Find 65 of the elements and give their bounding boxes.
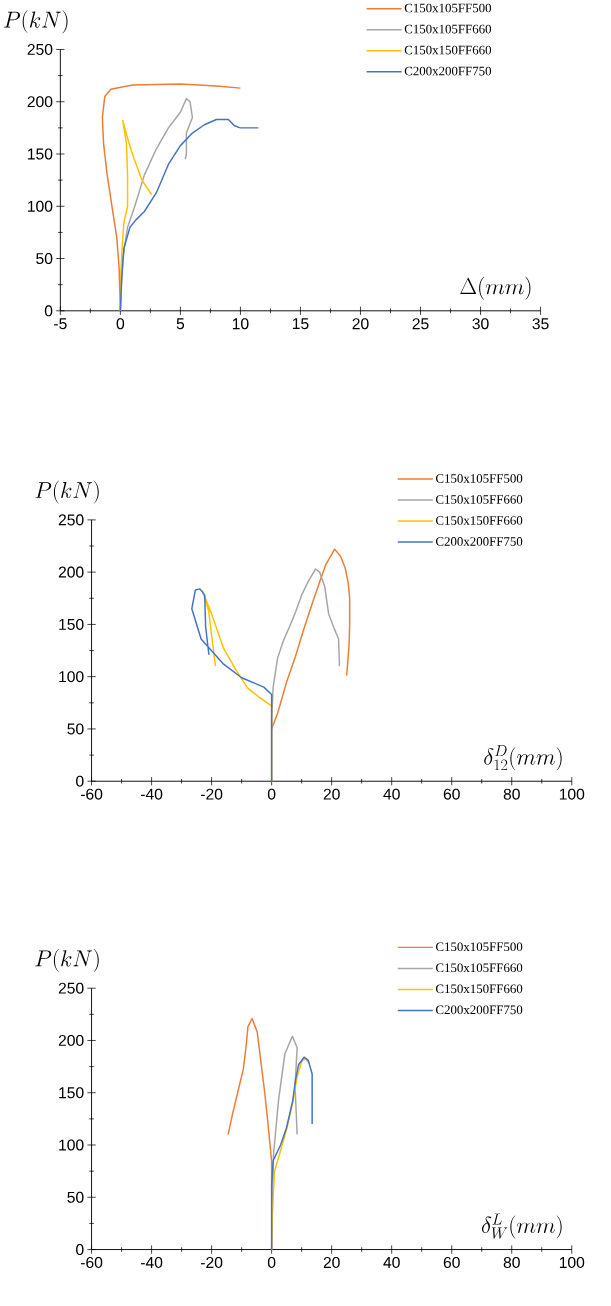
y-tick-label: 100 (59, 671, 84, 683)
y-axis-title: $P(kN)$ (35, 949, 99, 972)
x-tick-label: 100 (559, 1256, 584, 1269)
y-tick-label: 0 (75, 775, 84, 787)
legend-label: C200x200FF750 (435, 537, 523, 546)
y-tick-label: 200 (27, 96, 53, 108)
x-tick-label: -40 (140, 1256, 163, 1269)
y-tick-label: 50 (67, 723, 84, 735)
x-tick-label: 20 (323, 788, 340, 800)
y-tick-label: 150 (59, 1087, 84, 1099)
y-tick-label: 50 (35, 253, 53, 265)
legend-label: C150x150FF660 (435, 516, 523, 525)
x-tick-label: 0 (116, 318, 124, 330)
x-tick-label: 60 (443, 1256, 460, 1269)
x-tick-label: 15 (292, 318, 309, 330)
x-tick-label: -20 (200, 788, 223, 800)
x-tick-label: 80 (503, 1256, 520, 1269)
x-tick-label: 60 (443, 788, 460, 800)
y-tick-label: 100 (27, 200, 53, 212)
legend-label: C150x105FF660 (404, 24, 491, 34)
y-tick-label: 200 (58, 566, 84, 578)
x-tick-label: 40 (383, 1256, 400, 1269)
y-axis-title: $P(kN)$ (35, 480, 99, 504)
legend-label: C150x105FF660 (435, 495, 523, 504)
x-tick-label: 20 (352, 318, 369, 330)
legend-label: C150x105FF500 (435, 942, 523, 952)
x-tick-label: 5 (176, 318, 184, 330)
y-tick-label: 250 (27, 43, 53, 55)
x-tick-label: 25 (412, 318, 429, 330)
legend-label: C150x105FF500 (404, 3, 491, 13)
x-tick-label: 35 (532, 318, 549, 330)
x-tick-label: 10 (232, 318, 249, 330)
y-tick-label: 0 (44, 305, 53, 317)
y-tick-label: 150 (27, 148, 53, 160)
x-tick-label: 40 (383, 788, 400, 800)
x-tick-label: 30 (472, 318, 489, 330)
x-tick-label: 80 (503, 788, 520, 800)
x-tick-label: -60 (80, 788, 103, 800)
x-axis-title: $\Delta(mm)$ (460, 276, 531, 300)
x-tick-label: 20 (323, 1256, 340, 1269)
y-tick-label: 250 (58, 982, 84, 994)
legend-label: C150x105FF660 (435, 963, 523, 973)
x-tick-label: -60 (80, 1256, 103, 1269)
y-tick-label: 250 (58, 514, 84, 526)
y-tick-label: 50 (67, 1191, 84, 1203)
y-tick-label: 200 (58, 1034, 84, 1047)
line-series (270, 548, 351, 730)
line-series (119, 118, 259, 312)
legend-label: C200x200FF750 (435, 1005, 523, 1015)
y-tick-label: 0 (75, 1244, 84, 1256)
x-tick-label: 0 (267, 1256, 276, 1269)
x-tick-label: -40 (140, 788, 163, 800)
x-axis-title: $\delta^{D}_{12}(mm)$ (484, 745, 562, 771)
y-axis-title: $P(kN)$ (3, 10, 68, 34)
x-tick-label: -5 (53, 318, 67, 330)
legend-label: C150x150FF660 (435, 984, 523, 994)
x-tick-label: -20 (200, 1256, 223, 1269)
x-axis-title: $\delta^{L}_{W}(mm)$ (481, 1213, 562, 1239)
y-tick-label: 150 (59, 618, 84, 630)
y-tick-label: 100 (59, 1139, 84, 1151)
legend-label: C200x200FF750 (404, 66, 491, 76)
x-tick-label: 100 (559, 788, 584, 800)
x-tick-label: 0 (267, 788, 276, 800)
legend-label: C150x150FF660 (404, 45, 491, 55)
legend-label: C150x105FF500 (435, 474, 523, 483)
